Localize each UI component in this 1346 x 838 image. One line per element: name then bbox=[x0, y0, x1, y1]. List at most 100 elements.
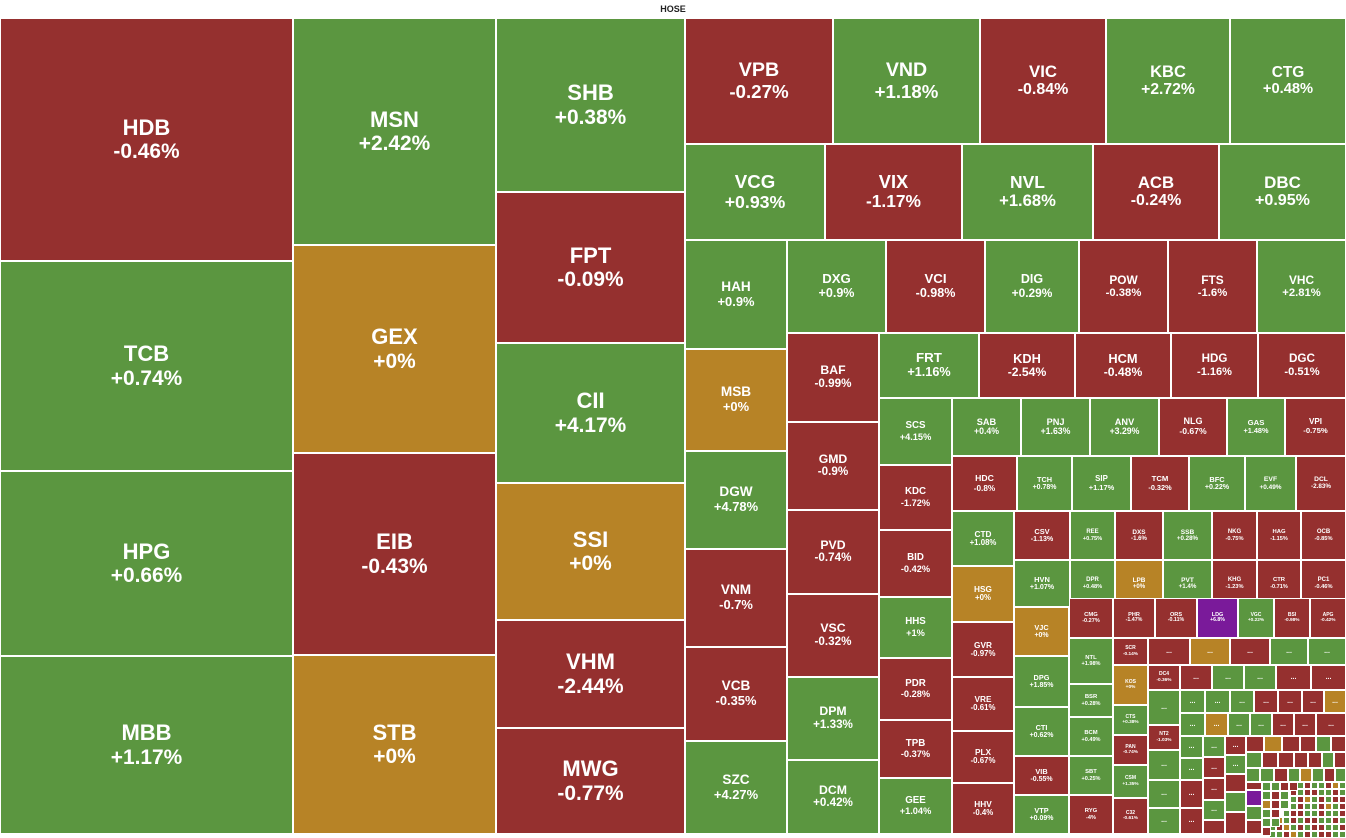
micro-tile[interactable] bbox=[1290, 796, 1297, 803]
micro-tile[interactable] bbox=[1339, 824, 1346, 831]
tile-ssi[interactable]: SSI +0% bbox=[496, 483, 685, 620]
small-tile[interactable]: ... bbox=[1308, 638, 1346, 665]
small-tile[interactable]: ... bbox=[1316, 713, 1346, 736]
tile-vre[interactable]: VRE -0.61% bbox=[952, 677, 1014, 731]
micro-tile[interactable] bbox=[1271, 800, 1280, 809]
micro-tile[interactable] bbox=[1304, 824, 1311, 831]
tile-dpm[interactable]: DPM +1.33% bbox=[787, 677, 879, 760]
tile-vix[interactable]: VIX -1.17% bbox=[825, 144, 962, 240]
tile-fts[interactable]: FTS -1.6% bbox=[1168, 240, 1257, 333]
tile-vgc[interactable]: VGC +0.22% bbox=[1238, 598, 1274, 638]
tile-cii[interactable]: CII +4.17% bbox=[496, 343, 685, 483]
tile-msn[interactable]: MSN +2.42% bbox=[293, 18, 496, 245]
micro-tile[interactable] bbox=[1311, 796, 1318, 803]
small-tile[interactable]: ... bbox=[1203, 778, 1225, 800]
tile-stb[interactable]: STB +0% bbox=[293, 655, 496, 834]
tile-csv[interactable]: CSV -1.13% bbox=[1014, 511, 1070, 560]
small-tile[interactable]: ... bbox=[1180, 808, 1203, 834]
small-tile[interactable]: ... bbox=[1180, 736, 1203, 758]
micro-tile[interactable] bbox=[1332, 782, 1339, 789]
tile-vci[interactable]: VCI -0.98% bbox=[886, 240, 985, 333]
tile-gex[interactable]: GEX +0% bbox=[293, 245, 496, 453]
small-tile[interactable]: ... bbox=[1180, 758, 1203, 780]
tile-tcm[interactable]: TCM -0.32% bbox=[1131, 456, 1189, 511]
small-tile[interactable] bbox=[1264, 736, 1282, 752]
micro-tile[interactable] bbox=[1332, 824, 1339, 831]
tile-pan[interactable]: PAN -0.74% bbox=[1113, 735, 1148, 765]
micro-tile[interactable] bbox=[1311, 810, 1318, 817]
tile-ryg[interactable]: RYG -4% bbox=[1069, 795, 1113, 834]
tile-pow[interactable]: POW -0.38% bbox=[1079, 240, 1168, 333]
small-tile[interactable] bbox=[1331, 736, 1346, 752]
tile-pdr[interactable]: PDR -0.28% bbox=[879, 658, 952, 720]
tile-baf[interactable]: BAF -0.99% bbox=[787, 333, 879, 422]
micro-tile[interactable] bbox=[1339, 810, 1346, 817]
micro-tile[interactable] bbox=[1290, 810, 1297, 817]
tile-dgw[interactable]: DGW +4.78% bbox=[685, 451, 787, 549]
micro-tile[interactable] bbox=[1297, 789, 1304, 796]
tile-kdh[interactable]: KDH -2.54% bbox=[979, 333, 1075, 398]
micro-tile[interactable] bbox=[1289, 782, 1298, 791]
micro-tile[interactable] bbox=[1297, 810, 1304, 817]
micro-tile[interactable] bbox=[1311, 831, 1318, 838]
small-tile[interactable] bbox=[1203, 820, 1225, 834]
micro-tile[interactable] bbox=[1297, 817, 1304, 824]
small-tile[interactable] bbox=[1288, 768, 1300, 782]
tile-tpb[interactable]: TPB -0.37% bbox=[879, 720, 952, 778]
micro-tile[interactable] bbox=[1304, 796, 1311, 803]
micro-tile[interactable] bbox=[1318, 817, 1325, 824]
tile-vcb[interactable]: VCB -0.35% bbox=[685, 647, 787, 741]
micro-tile[interactable] bbox=[1332, 817, 1339, 824]
micro-tile[interactable] bbox=[1332, 803, 1339, 810]
micro-tile[interactable] bbox=[1339, 782, 1346, 789]
tile-plx[interactable]: PLX -0.67% bbox=[952, 731, 1014, 783]
micro-tile[interactable] bbox=[1297, 782, 1304, 789]
tile-vjc[interactable]: VJC +0% bbox=[1014, 607, 1069, 656]
micro-tile[interactable] bbox=[1325, 831, 1332, 838]
tile-vcg[interactable]: VCG +0.93% bbox=[685, 144, 825, 240]
tile-bsi[interactable]: BSI -0.98% bbox=[1274, 598, 1310, 638]
micro-tile[interactable] bbox=[1318, 824, 1325, 831]
small-tile[interactable]: ... bbox=[1302, 690, 1324, 713]
tile-frt[interactable]: FRT +1.16% bbox=[879, 333, 979, 398]
small-tile[interactable]: ... bbox=[1148, 750, 1180, 780]
micro-tile[interactable] bbox=[1297, 796, 1304, 803]
tile-gas[interactable]: GAS +1.48% bbox=[1227, 398, 1285, 456]
small-tile[interactable] bbox=[1225, 812, 1246, 834]
micro-tile[interactable] bbox=[1290, 803, 1297, 810]
tile-acb[interactable]: ACB -0.24% bbox=[1093, 144, 1219, 240]
micro-tile[interactable] bbox=[1290, 824, 1297, 831]
tile-vhc[interactable]: VHC +2.81% bbox=[1257, 240, 1346, 333]
tile-nt2[interactable]: NT2 -1.03% bbox=[1148, 725, 1180, 750]
micro-tile[interactable] bbox=[1262, 809, 1271, 818]
small-tile[interactable]: ... bbox=[1250, 713, 1272, 736]
micro-tile[interactable] bbox=[1290, 817, 1297, 824]
micro-tile[interactable] bbox=[1280, 800, 1289, 809]
small-tile[interactable] bbox=[1324, 768, 1335, 782]
small-tile[interactable] bbox=[1294, 752, 1308, 768]
micro-tile[interactable] bbox=[1304, 810, 1311, 817]
micro-tile[interactable] bbox=[1311, 817, 1318, 824]
small-tile[interactable] bbox=[1278, 752, 1294, 768]
small-tile[interactable] bbox=[1246, 782, 1262, 790]
small-tile[interactable] bbox=[1334, 752, 1346, 768]
tile-vsc[interactable]: VSC -0.32% bbox=[787, 594, 879, 677]
small-tile[interactable] bbox=[1225, 792, 1246, 812]
tile-hdb[interactable]: HDB -0.46% bbox=[0, 18, 293, 261]
small-tile[interactable]: ... bbox=[1203, 736, 1225, 757]
micro-tile[interactable] bbox=[1304, 789, 1311, 796]
tile-vpb[interactable]: VPB -0.27% bbox=[685, 18, 833, 144]
micro-tile[interactable] bbox=[1325, 789, 1332, 796]
micro-tile[interactable] bbox=[1339, 831, 1346, 838]
micro-tile[interactable] bbox=[1311, 803, 1318, 810]
micro-tile[interactable] bbox=[1318, 831, 1325, 838]
micro-tile[interactable] bbox=[1339, 803, 1346, 810]
tile-scr[interactable]: SCR -0.14% bbox=[1113, 638, 1148, 665]
tile-ssb[interactable]: SSB +0.28% bbox=[1163, 511, 1212, 560]
tile-nvl[interactable]: NVL +1.68% bbox=[962, 144, 1093, 240]
tile-ocb[interactable]: OCB -0.85% bbox=[1301, 511, 1346, 560]
tile-ctg[interactable]: CTG +0.48% bbox=[1230, 18, 1346, 144]
tile-anv[interactable]: ANV +3.29% bbox=[1090, 398, 1159, 456]
tile-nlg[interactable]: NLG -0.67% bbox=[1159, 398, 1227, 456]
micro-tile[interactable] bbox=[1297, 824, 1304, 831]
